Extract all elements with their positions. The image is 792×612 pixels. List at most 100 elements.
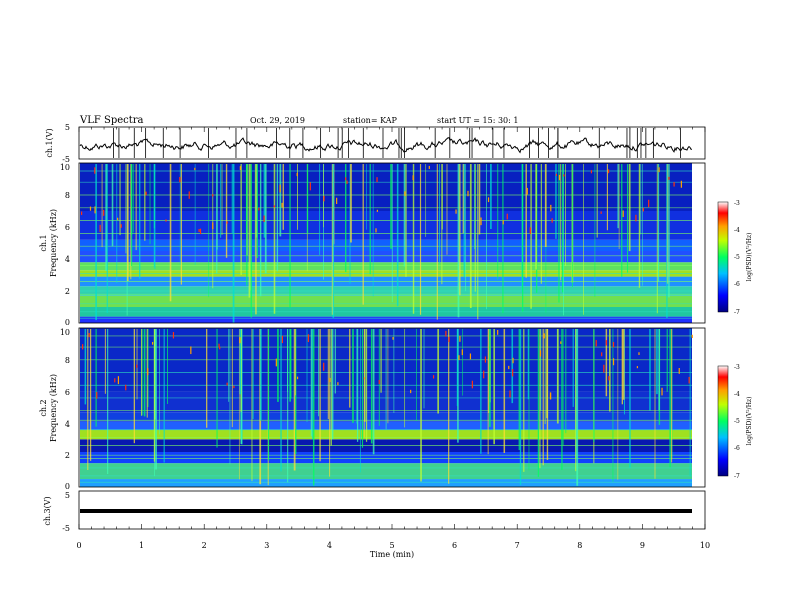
ch1-spectrogram-panel: 0 2 4 6 8 10 ch.1 Frequency (kHz) [39, 162, 706, 327]
ch2-freq-tick-0: 0 [65, 482, 70, 491]
ch1-spectrogram-image [80, 163, 692, 323]
spec-speckle [345, 177, 347, 181]
spec-speckle [375, 228, 377, 233]
spec-speckle [612, 358, 615, 366]
spec-band [80, 429, 692, 440]
ch1-spectrogram-frame [78, 162, 706, 324]
spec-speckle [455, 209, 457, 214]
spec-speckle [600, 211, 602, 214]
spec-speckle [296, 172, 298, 177]
spec-speckle [483, 370, 485, 379]
spec-band [80, 239, 692, 251]
ch2-spectrogram-frame [78, 327, 706, 488]
spec-band [80, 479, 692, 487]
spec-speckle [275, 358, 277, 367]
spec-speckle [550, 204, 552, 212]
spec-speckle [323, 195, 325, 202]
spec-speckle [668, 176, 670, 180]
spec-speckle [551, 218, 553, 223]
spec-speckle [239, 166, 241, 170]
ch2-colorbar: -3 -4 -5 -6 -7 log(PSD)(V²/Hz) [717, 364, 753, 480]
spec-speckle [555, 173, 558, 176]
spec-speckle [281, 335, 283, 344]
ch2-freq-tick-2: 2 [65, 451, 70, 460]
spec-speckle [688, 376, 690, 384]
spec-speckle [103, 209, 105, 216]
ch2-cb-tick-m4: -4 [734, 391, 740, 398]
spec-speckle [263, 215, 265, 222]
time-axis-tick-label: 3 [264, 541, 269, 550]
ch1-channel-label: ch.1 [39, 234, 48, 251]
spec-speckle [82, 344, 84, 350]
ch1-cb-tick-m4: -4 [734, 227, 740, 234]
spec-band [80, 316, 692, 323]
spec-speckle [484, 356, 487, 363]
ch2-freq-tick-10: 10 [60, 328, 70, 337]
spec-band [80, 262, 692, 271]
spec-speckle [346, 180, 348, 184]
spec-speckle [410, 389, 412, 394]
spec-speckle [94, 167, 96, 174]
ch2-freq-tick-8: 8 [65, 356, 70, 365]
ch3-waveform-panel: 5 -5 ch.3(V) [43, 490, 706, 533]
spec-speckle [467, 190, 469, 197]
spec-speckle [612, 342, 615, 348]
spec-speckle [404, 191, 406, 196]
spec-speckle [80, 211, 83, 215]
spec-speckle [691, 334, 693, 338]
spec-speckle [412, 175, 414, 181]
spec-speckle [642, 207, 644, 212]
spec-speckle [459, 335, 461, 342]
spec-speckle [147, 368, 149, 376]
ch1-cb-tick-m7: -7 [734, 309, 740, 316]
spec-speckle [281, 202, 283, 208]
spec-speckle [673, 181, 675, 187]
ch2-cb-tick-m3: -3 [734, 364, 740, 371]
spec-speckle [550, 392, 552, 400]
time-axis [78, 127, 706, 529]
spec-speckle [497, 330, 499, 335]
spec-speckle [273, 205, 275, 208]
time-axis-tick-label: 4 [327, 541, 332, 550]
ch1-freq-tick-10: 10 [60, 163, 70, 172]
spec-speckle [258, 207, 260, 211]
spec-speckle [595, 340, 597, 347]
spec-speckle [199, 228, 202, 235]
time-axis-tick-label: 10 [700, 541, 710, 550]
spec-speckle [337, 382, 339, 386]
spec-speckle [638, 352, 640, 355]
spec-speckle [502, 220, 504, 225]
ch2-cb-tick-m6: -6 [734, 445, 740, 452]
ch3-ylabel: ch.3(V) [43, 496, 52, 525]
spec-speckle [125, 384, 127, 391]
spec-speckle [563, 174, 565, 177]
spec-speckle [678, 368, 680, 374]
ch1-ylabel: ch.1(V) [45, 128, 54, 157]
spec-speckle [179, 177, 181, 183]
ch1-waveform-line [79, 137, 692, 154]
time-axis-tick-label: 6 [452, 541, 457, 550]
time-axis-tick-label: 7 [515, 541, 520, 550]
spec-speckle [635, 214, 637, 222]
ch1-freq-tick-4: 4 [65, 255, 70, 264]
ch2-colorbar-label: log(PSD)(V²/Hz) [746, 397, 753, 446]
spec-speckle [471, 380, 473, 389]
spec-band [80, 163, 692, 211]
spec-band [80, 295, 692, 307]
spec-speckle [622, 210, 624, 217]
spec-band [80, 211, 692, 240]
ch2-freq-tick-6: 6 [65, 388, 70, 397]
spec-speckle [529, 227, 531, 234]
spec-speckle [376, 209, 378, 212]
ch2-cb-tick-m7: -7 [734, 473, 740, 480]
spec-speckle [605, 340, 607, 346]
spec-band [80, 251, 692, 263]
ch1-freq-tick-6: 6 [65, 223, 70, 232]
spec-speckle [590, 170, 593, 174]
time-axis-label: Time (min) [370, 550, 414, 559]
spec-speckle [172, 332, 175, 339]
spec-speckle [190, 346, 192, 355]
spec-speckle [136, 364, 138, 368]
ch1-colorbar-label: log(PSD)(V²/Hz) [746, 233, 753, 282]
